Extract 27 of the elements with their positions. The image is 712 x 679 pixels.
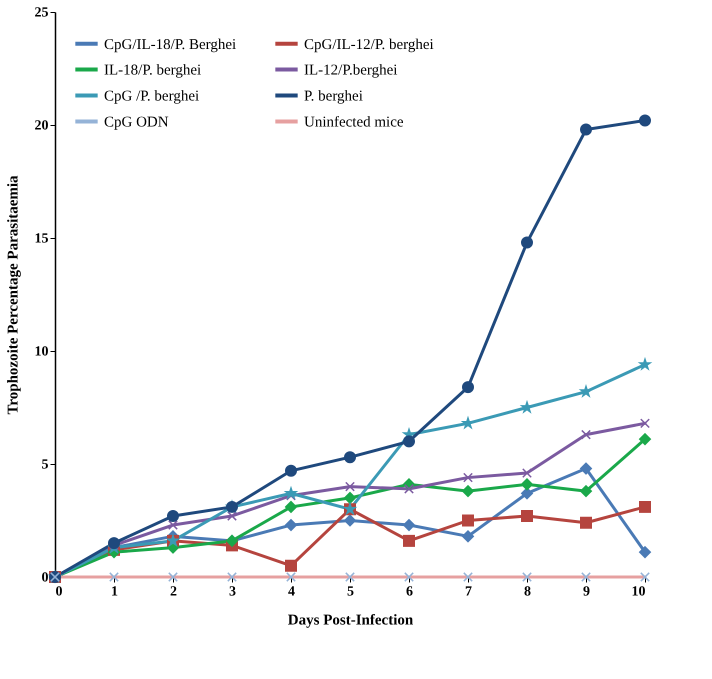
legend-label: CpG /P. berghei <box>104 88 200 104</box>
legend-label: IL-12/P.berghei <box>304 62 398 78</box>
legend-label: Uninfected mice <box>304 114 404 130</box>
legend-label: CpG/IL-18/P. Berghei <box>104 36 236 53</box>
x-tick-label: 9 <box>583 584 590 600</box>
legend-label: IL-18/P. berghei <box>104 62 202 78</box>
y-tick-label: 0 <box>42 570 48 586</box>
x-tick-label: 10 <box>632 584 646 600</box>
y-axis-title: Trophozoite Percentage Parasitaemia <box>6 174 22 415</box>
x-tick-label: 0 <box>56 584 62 600</box>
y-tick-label: 5 <box>42 458 48 472</box>
legend-label: CpG ODN <box>104 114 169 130</box>
y-tick-label: 20 <box>34 118 48 134</box>
x-tick-label: 2 <box>170 584 177 600</box>
x-tick-label: 3 <box>229 584 236 600</box>
y-tick-label: 10 <box>34 344 48 360</box>
x-tick-label: 7 <box>465 584 472 600</box>
x-tick-label: 4 <box>288 584 295 600</box>
x-axis-title: Days Post-Infection <box>288 612 414 628</box>
x-tick-label: 5 <box>347 584 354 600</box>
y-tick-label: 25 <box>34 6 48 20</box>
x-tick-label: 1 <box>111 584 118 600</box>
x-tick-label: 6 <box>406 584 413 600</box>
y-tick-label: 15 <box>34 232 48 246</box>
legend-label: P. berghei <box>304 88 363 104</box>
x-tick-label: 8 <box>524 584 531 600</box>
legend-label: CpG/IL-12/P. berghei <box>304 36 434 53</box>
